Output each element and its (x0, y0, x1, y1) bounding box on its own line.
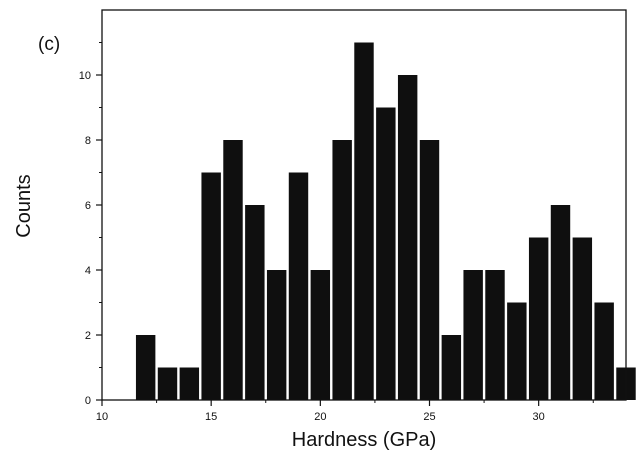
histogram-bar (550, 205, 571, 400)
y-axis-title: Counts (13, 174, 35, 237)
histogram-bar (201, 172, 221, 400)
y-tick-label: 4 (85, 265, 91, 277)
histogram-bar (354, 42, 374, 400)
axes-group: 10 15 20 25 30 0 2 4 6 8 10 (79, 9, 627, 423)
histogram-bar (266, 270, 287, 400)
histogram-bar (594, 302, 614, 400)
histogram-bar (572, 237, 593, 400)
y-tick-label: 2 (85, 330, 91, 342)
histogram-bar (485, 270, 505, 400)
histogram-bar (223, 140, 243, 400)
x-tick-label: 20 (314, 411, 326, 423)
histogram-bar (157, 367, 178, 400)
histogram-bar (376, 107, 396, 400)
x-tick-label: 10 (96, 411, 108, 423)
x-tick-label: 15 (205, 411, 217, 423)
histogram-bar (288, 172, 309, 400)
y-tick-label: 10 (79, 70, 91, 82)
histogram-bar (441, 335, 462, 400)
histogram-bar (419, 140, 440, 400)
histogram-bar (179, 367, 200, 400)
histogram-bar (135, 335, 156, 400)
y-tick-label: 6 (85, 200, 91, 212)
bars-group (135, 42, 636, 400)
histogram-bar (397, 75, 418, 400)
y-tick-label: 8 (85, 135, 91, 147)
panel-label: (c) (38, 34, 60, 55)
histogram-bar (245, 205, 265, 400)
histogram-bar (463, 270, 483, 400)
histogram-bar (528, 237, 549, 400)
histogram-bar (332, 140, 352, 400)
histogram-bar (310, 270, 331, 400)
x-tick-label: 30 (533, 411, 545, 423)
x-tick-label: 25 (423, 411, 435, 423)
histogram-bar (507, 302, 527, 400)
x-axis-title: Hardness (GPa) (292, 429, 437, 451)
y-tick-label: 0 (85, 395, 91, 407)
